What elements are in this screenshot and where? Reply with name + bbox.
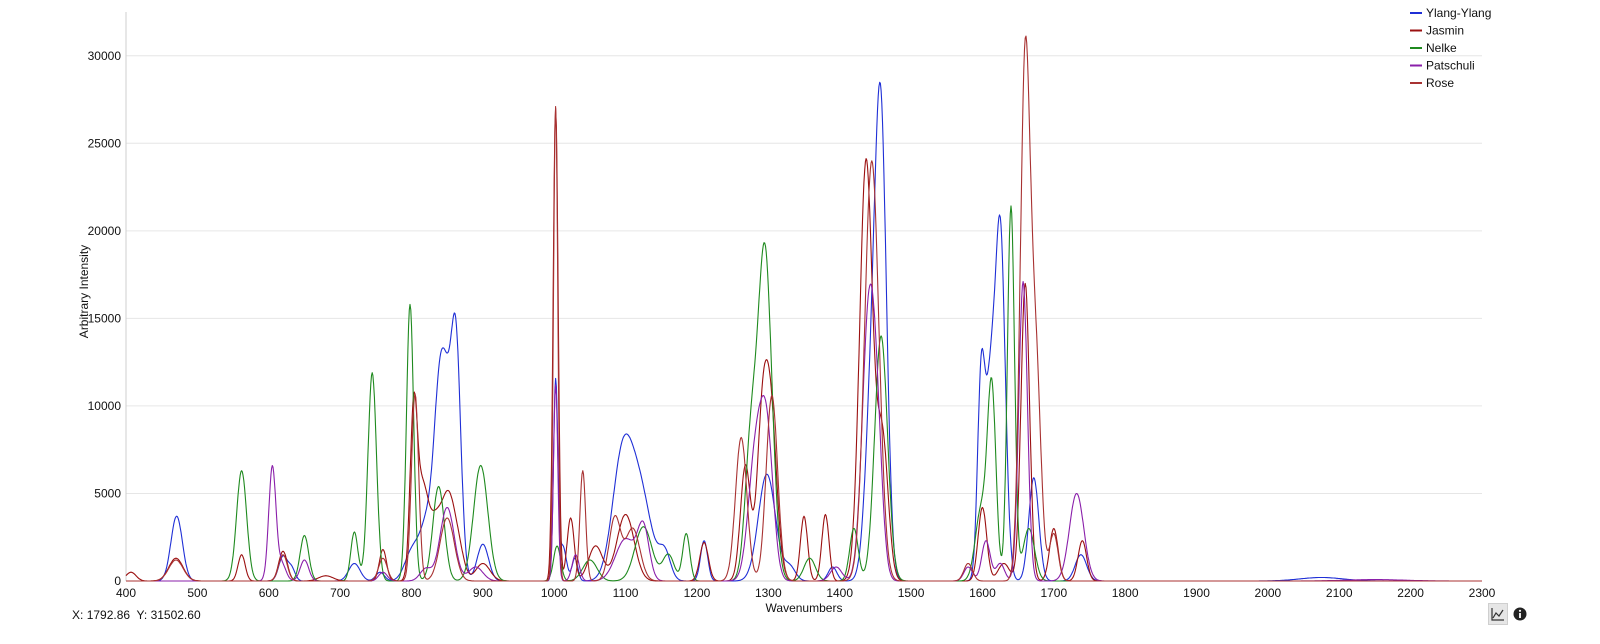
info-button[interactable] [1510,603,1530,625]
tick-labels: 0 5000 10000 15000 20000 25000 30000 400 500 600 7… [88,49,1496,600]
y-value: 31502.60 [150,608,201,622]
x-tick-label: 2200 [1397,586,1424,600]
x-tick-label: 2300 [1469,586,1496,600]
x-label: X: [72,608,84,622]
x-tick-label: 1900 [1183,586,1210,600]
x-tick-label: 1600 [969,586,996,600]
grid-lines [126,55,1482,494]
x-tick-label: 500 [187,586,207,600]
legend-label: Patschuli [1426,59,1475,73]
x-tick-label: 600 [259,586,279,600]
series-line-patschuli [126,281,1482,582]
line-chart-icon [1491,608,1504,621]
y-axis-title: Arbitrary Intensity [77,245,91,338]
x-axis-title: Wavenumbers [766,601,843,615]
coordinate-readout: X: 1792.86 Y: 31502.60 [72,608,201,622]
series-line-rose [126,35,1482,582]
x-tick-label: 1500 [898,586,925,600]
legend-label: Rose [1426,76,1454,90]
series-lines [125,35,1482,582]
y-tick-label: 0 [114,574,121,588]
x-tick-label: 1300 [755,586,782,600]
x-tick-label: 1000 [541,586,568,600]
axes [125,12,1482,582]
y-tick-label: 15000 [88,311,122,325]
y-label: Y: [136,608,148,622]
x-tick-label: 1800 [1112,586,1139,600]
x-tick-label: 400 [116,586,136,600]
series-line-ylang-ylang [126,81,1482,582]
legend-label: Nelke [1426,41,1457,55]
x-tick-label: 1100 [613,586,639,600]
y-tick-label: 5000 [94,486,121,500]
x-tick-label: 1700 [1040,586,1067,600]
x-tick-label: 2000 [1255,586,1282,600]
series-line-nelke [126,205,1482,582]
series-line-jasmin [125,107,1482,582]
y-tick-label: 20000 [88,224,122,238]
x-tick-label: 1200 [684,586,711,600]
x-tick-label: 2100 [1326,586,1353,600]
legend-label: Ylang-Ylang [1426,6,1491,20]
y-tick-label: 10000 [88,399,122,413]
x-tick-label: 800 [401,586,421,600]
x-tick-label: 1400 [826,586,853,600]
y-tick-label: 25000 [88,136,122,150]
x-tick-label: 700 [330,586,350,600]
x-tick-label: 900 [473,586,493,600]
info-icon [1513,607,1527,621]
legend-label: Jasmin [1426,24,1464,38]
legend: Ylang-Ylang Jasmin Nelke Patschuli Rose [1410,6,1491,90]
chart-view-button[interactable] [1488,603,1508,625]
y-tick-label: 30000 [88,49,122,63]
x-value: 1792.86 [86,608,131,622]
